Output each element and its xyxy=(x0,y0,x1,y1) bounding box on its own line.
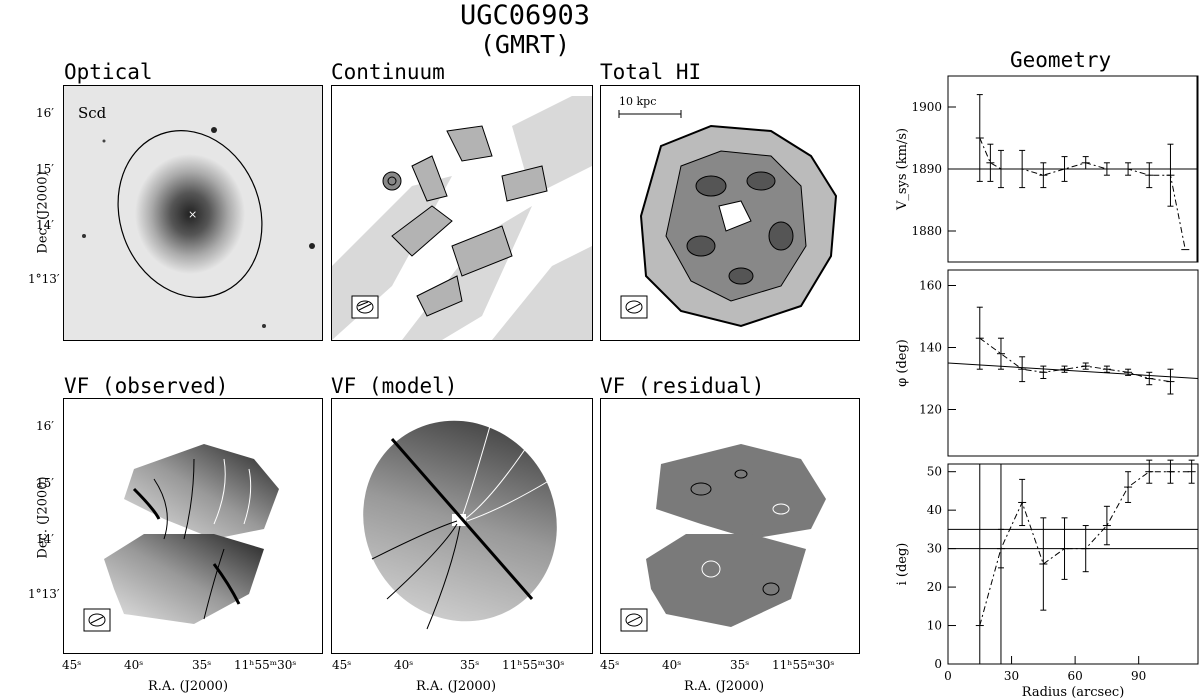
vf-model-map xyxy=(363,418,557,630)
ra-tick-35-3: 35ˢ xyxy=(730,658,750,672)
dec-tick-16-top: 16′ xyxy=(36,106,54,120)
optical-title: Optical xyxy=(64,60,153,84)
ra-tick-30-3: 11ʰ55ᵐ30ˢ xyxy=(772,658,835,672)
ra-tick-45-3: 45ˢ xyxy=(600,658,620,672)
geometry-title: Geometry xyxy=(1010,48,1112,72)
ra-tick-40-3: 40ˢ xyxy=(662,658,682,672)
inclination-xlabel: Radius (arcsec) xyxy=(1022,685,1125,699)
center-mark-icon: × xyxy=(188,208,197,221)
ra-tick-35-1: 35ˢ xyxy=(192,658,212,672)
total-hi-panel: 10 kpc xyxy=(600,85,860,341)
phi-ytick-label: 120 xyxy=(919,403,942,417)
ra-tick-30-2: 11ʰ55ᵐ30ˢ xyxy=(502,658,565,672)
vsys-ytick-label: 1900 xyxy=(911,100,942,114)
optical-image: × xyxy=(82,127,315,328)
continuum-panel xyxy=(331,85,593,341)
ra-axis-label-3: R.A. (J2000) xyxy=(684,679,765,694)
vf-model-title: VF (model) xyxy=(331,374,458,398)
vf-residual-panel xyxy=(600,398,860,654)
ra-tick-40-1: 40ˢ xyxy=(124,658,144,672)
vf-observed-title: VF (observed) xyxy=(64,374,229,398)
total-hi-map xyxy=(618,110,838,328)
dec-tick-13-bottom: 1°13′ xyxy=(28,587,60,601)
dec-tick-15-top: 15′ xyxy=(36,162,54,176)
inclination-xtick-label: 60 xyxy=(1067,669,1082,683)
figure-subtitle: (GMRT) xyxy=(479,30,571,59)
inclination-ytick-label: 40 xyxy=(927,503,942,517)
inclination-xtick-label: 0 xyxy=(944,669,952,683)
vsys-ytick-label: 1880 xyxy=(911,224,942,238)
vsys-series-line xyxy=(979,137,1186,250)
scale-bar-label: 10 kpc xyxy=(619,95,657,108)
inclination-xtick-label: 30 xyxy=(1004,669,1019,683)
inclination-ytick-label: 30 xyxy=(927,542,942,556)
continuum-map xyxy=(332,96,592,340)
phi-series-line xyxy=(979,337,1171,383)
morphology-label: Scd xyxy=(78,104,107,122)
vsys-ytick-label: 1890 xyxy=(911,162,942,176)
inclination-xtick-label: 90 xyxy=(1131,669,1146,683)
phi-trend-line xyxy=(947,362,1199,379)
dec-tick-16-bottom: 16′ xyxy=(36,419,54,433)
phi-ytick-label: 160 xyxy=(919,279,942,293)
dec-tick-15-bottom: 15′ xyxy=(36,476,54,490)
optical-panel: × Scd xyxy=(63,85,323,341)
dec-tick-13-top: 1°13′ xyxy=(28,272,60,286)
ra-axis-label-2: R.A. (J2000) xyxy=(416,679,497,694)
dec-tick-14-top: 14′ xyxy=(36,218,54,232)
vsys-ylabel: V_sys (km/s) xyxy=(895,128,910,211)
inclination-ylabel: i (deg) xyxy=(895,543,910,586)
inclination-ytick-label: 0 xyxy=(934,657,942,671)
phi-ytick-label: 140 xyxy=(919,341,942,355)
vf-observed-panel xyxy=(63,398,323,654)
vf-residual-title: VF (residual) xyxy=(600,374,765,398)
vf-observed-map xyxy=(83,444,279,632)
ra-tick-30-1: 11ʰ55ᵐ30ˢ xyxy=(234,658,297,672)
inclination-ytick-label: 20 xyxy=(927,580,942,594)
total-hi-title: Total HI xyxy=(600,60,702,84)
inclination-ytick-label: 50 xyxy=(927,465,942,479)
vf-model-panel xyxy=(331,398,593,654)
inclination-ytick-label: 10 xyxy=(927,619,942,633)
ra-tick-45-2: 45ˢ xyxy=(332,658,352,672)
dec-tick-14-bottom: 14′ xyxy=(36,532,54,546)
ra-tick-35-2: 35ˢ xyxy=(460,658,480,672)
figure-title: UGC06903 xyxy=(459,0,591,31)
phi-ylabel: φ (deg) xyxy=(895,339,910,387)
phi-frame xyxy=(947,269,1199,457)
ra-tick-40-2: 40ˢ xyxy=(394,658,414,672)
vf-residual-map xyxy=(620,444,826,632)
ra-tick-45-1: 45ˢ xyxy=(62,658,82,672)
inclination-frame xyxy=(947,463,1199,665)
continuum-title: Continuum xyxy=(331,60,445,84)
ra-axis-label-1: R.A. (J2000) xyxy=(148,679,229,694)
